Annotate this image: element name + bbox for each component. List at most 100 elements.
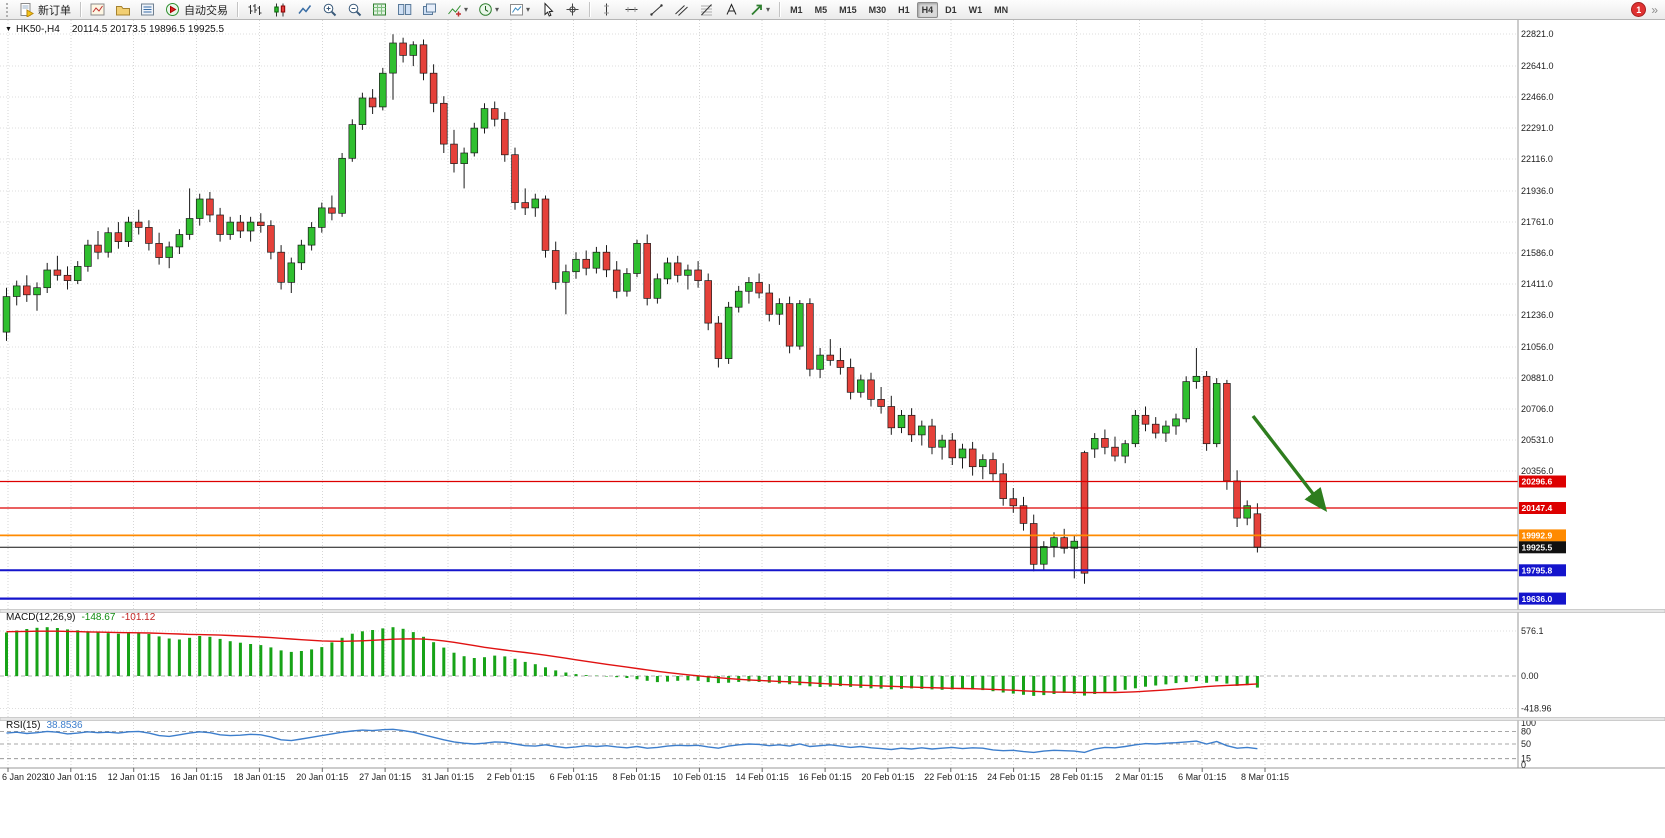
macd-pane — [0, 627, 1518, 696]
grid-button[interactable] — [367, 1, 392, 19]
svg-text:22641.0: 22641.0 — [1521, 61, 1554, 71]
dropdown-chevron-icon[interactable]: ▾ — [526, 5, 531, 14]
timeframe-h4-button[interactable]: H4 — [916, 1, 939, 18]
line-chart-mode-button[interactable] — [292, 1, 317, 19]
line-chart-icon — [297, 2, 312, 17]
zoom-out-button[interactable] — [342, 1, 367, 19]
dropdown-chevron-icon[interactable]: ▾ — [464, 5, 469, 14]
dropdown-chevron-icon[interactable]: ▾ — [495, 5, 500, 14]
svg-text:21936.0: 21936.0 — [1521, 186, 1554, 196]
notification-badge[interactable]: 1 — [1631, 2, 1647, 17]
text-tool-button[interactable] — [719, 1, 744, 19]
horizontal-line-icon — [624, 2, 639, 17]
candlestick-mode-button[interactable] — [267, 1, 292, 19]
bar-chart-mode-button[interactable] — [242, 1, 267, 19]
price-tag[interactable]: 19795.8 — [1519, 564, 1566, 577]
macd-signal-line — [6, 630, 1258, 694]
timeframe-m5-button[interactable]: M5 — [814, 4, 828, 15]
grid-lines — [0, 20, 1518, 768]
svg-text:22466.0: 22466.0 — [1521, 92, 1554, 102]
pane-splitter[interactable] — [0, 609, 1665, 613]
svg-text:6 Feb 01:15: 6 Feb 01:15 — [550, 772, 598, 782]
svg-text:16 Jan 01:15: 16 Jan 01:15 — [171, 772, 223, 782]
new-order-button[interactable]: 新订单 — [14, 1, 76, 19]
timeframe-mn-button[interactable]: MN — [994, 4, 1009, 15]
svg-text:22116.0: 22116.0 — [1521, 154, 1553, 164]
price-tag[interactable]: 19992.9 — [1519, 529, 1566, 542]
horizontal-line-tool-button[interactable] — [619, 1, 644, 19]
svg-text:20531.0: 20531.0 — [1521, 435, 1554, 445]
svg-text:20881.0: 20881.0 — [1521, 373, 1554, 383]
svg-text:10 Feb 01:15: 10 Feb 01:15 — [673, 772, 726, 782]
svg-text:50: 50 — [1521, 739, 1531, 749]
new-order-icon — [19, 2, 34, 17]
fibonacci-tool-button[interactable] — [694, 1, 719, 19]
svg-text:22291.0: 22291.0 — [1521, 123, 1554, 133]
timeframe-m15-button[interactable]: M15 — [839, 4, 857, 15]
periods-icon — [478, 2, 493, 17]
auto-trading-button[interactable]: 自动交易 — [160, 1, 233, 19]
price-tag[interactable]: 20147.4 — [1519, 502, 1566, 514]
rsi-line — [6, 728, 1258, 754]
price-chart-canvas[interactable]: 22821.0 22641.0 22466.0 22291.0 22116.0 21936… — [0, 20, 1665, 838]
toolbar-separator — [80, 2, 81, 17]
price-tag[interactable]: 20296.6 — [1519, 475, 1566, 488]
toolbar-separator — [589, 2, 591, 17]
svg-text:15: 15 — [1521, 754, 1531, 764]
templates-icon — [509, 2, 524, 17]
svg-text:16 Feb 01:15: 16 Feb 01:15 — [799, 772, 852, 782]
indicators-button[interactable]: ▾ — [442, 1, 473, 19]
templates-button[interactable]: ▾ — [504, 1, 535, 19]
cursor-tool-button[interactable] — [535, 1, 560, 19]
toolbar-separator — [779, 2, 781, 17]
timeframe-m1-button[interactable]: M1 — [790, 4, 803, 15]
grid-icon — [372, 2, 387, 17]
price-tag[interactable]: 19636.0 — [1519, 592, 1566, 605]
timeframe-h1-button[interactable]: H1 — [898, 4, 910, 15]
text-icon — [724, 2, 739, 17]
level-lines[interactable] — [0, 480, 1518, 600]
svg-text:20706.0: 20706.0 — [1521, 404, 1554, 414]
crosshair-tool-button[interactable] — [560, 1, 585, 19]
candle-chart-icon — [272, 2, 287, 17]
svg-text:24 Feb 01:15: 24 Feb 01:15 — [987, 772, 1040, 782]
profiles-button[interactable] — [110, 1, 135, 19]
dropdown-chevron-icon[interactable]: ▾ — [766, 5, 771, 14]
svg-text:20 Feb 01:15: 20 Feb 01:15 — [861, 772, 914, 782]
zoom-in-button[interactable] — [317, 1, 342, 19]
cascade-windows-button[interactable] — [417, 1, 442, 19]
trendline-icon — [649, 2, 664, 17]
timeframe-w1-button[interactable]: W1 — [968, 4, 983, 15]
channel-tool-button[interactable] — [669, 1, 694, 19]
svg-text:21411.0: 21411.0 — [1521, 279, 1553, 289]
svg-text:6 Jan 2023: 6 Jan 2023 — [2, 772, 47, 782]
arrows-tool-button[interactable]: ▾ — [744, 1, 775, 19]
pane-splitter[interactable] — [0, 717, 1665, 721]
new-chart-button[interactable] — [85, 1, 110, 19]
market-watch-button[interactable] — [135, 1, 160, 19]
svg-text:20296.6: 20296.6 — [1522, 477, 1553, 487]
timeframe-m30-button[interactable]: M30 — [868, 4, 887, 15]
trendline-tool-button[interactable] — [644, 1, 669, 19]
fibonacci-icon — [699, 2, 714, 17]
svg-text:6 Mar 01:15: 6 Mar 01:15 — [1178, 772, 1226, 782]
chart-window[interactable]: 22821.0 22641.0 22466.0 22291.0 22116.0 21936… — [0, 20, 1665, 838]
svg-text:20356.0: 20356.0 — [1521, 466, 1554, 476]
svg-text:10 Jan 01:15: 10 Jan 01:15 — [45, 772, 97, 782]
vertical-line-tool-button[interactable] — [594, 1, 619, 19]
price-scale[interactable]: 22821.0 22641.0 22466.0 22291.0 22116.0 21936… — [1519, 29, 1566, 770]
svg-text:27 Jan 01:15: 27 Jan 01:15 — [359, 772, 411, 782]
channel-icon — [674, 2, 689, 17]
tile-windows-icon — [397, 2, 412, 17]
periods-button[interactable]: ▾ — [473, 1, 504, 19]
timeframe-d1-button[interactable]: D1 — [945, 4, 957, 15]
tile-windows-button[interactable] — [392, 1, 417, 19]
price-tag[interactable]: 19925.5 — [1519, 541, 1566, 554]
trend-arrow[interactable] — [1251, 414, 1328, 513]
svg-text:80: 80 — [1521, 726, 1531, 736]
svg-text:100: 100 — [1521, 718, 1536, 728]
svg-text:14 Feb 01:15: 14 Feb 01:15 — [736, 772, 789, 782]
new-order-button-label: 新订单 — [38, 4, 71, 17]
toolbar-overflow-icon[interactable]: » — [1651, 2, 1658, 17]
